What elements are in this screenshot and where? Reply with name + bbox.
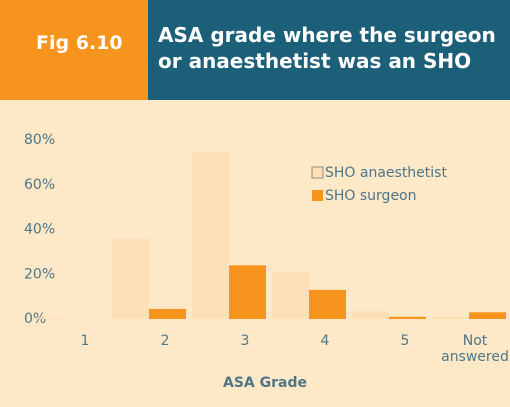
legend-swatch	[312, 190, 323, 201]
chart-title: ASA grade where the surgeon or anaesthet…	[148, 0, 510, 100]
bar	[432, 316, 469, 319]
x-tick-label: 1	[80, 333, 90, 349]
bar	[192, 151, 229, 319]
x-tick-label: 4	[320, 333, 330, 349]
x-tick-label: 5	[400, 333, 410, 349]
bar	[149, 308, 186, 319]
y-tick-label: 40%	[24, 222, 55, 238]
figure-number: Fig 6.10	[0, 0, 148, 100]
bar	[229, 265, 266, 319]
bar	[309, 289, 346, 319]
bar	[32, 317, 69, 319]
legend-label: SHO anaesthetist	[325, 165, 447, 181]
legend-label: SHO surgeon	[325, 188, 417, 204]
bar	[272, 272, 309, 319]
bar	[389, 316, 426, 319]
y-tick-label: 60%	[24, 177, 55, 193]
x-tick-label: 3	[240, 333, 250, 349]
x-tick-label: 2	[160, 333, 170, 349]
bar	[469, 312, 506, 319]
legend-swatch	[311, 166, 324, 179]
y-tick-label: 20%	[24, 266, 55, 282]
bar	[352, 311, 389, 319]
bar	[112, 238, 149, 319]
x-axis-label: ASA Grade	[223, 375, 307, 391]
y-tick-label: 80%	[24, 132, 55, 148]
x-tick-label: Not answered	[441, 333, 509, 365]
